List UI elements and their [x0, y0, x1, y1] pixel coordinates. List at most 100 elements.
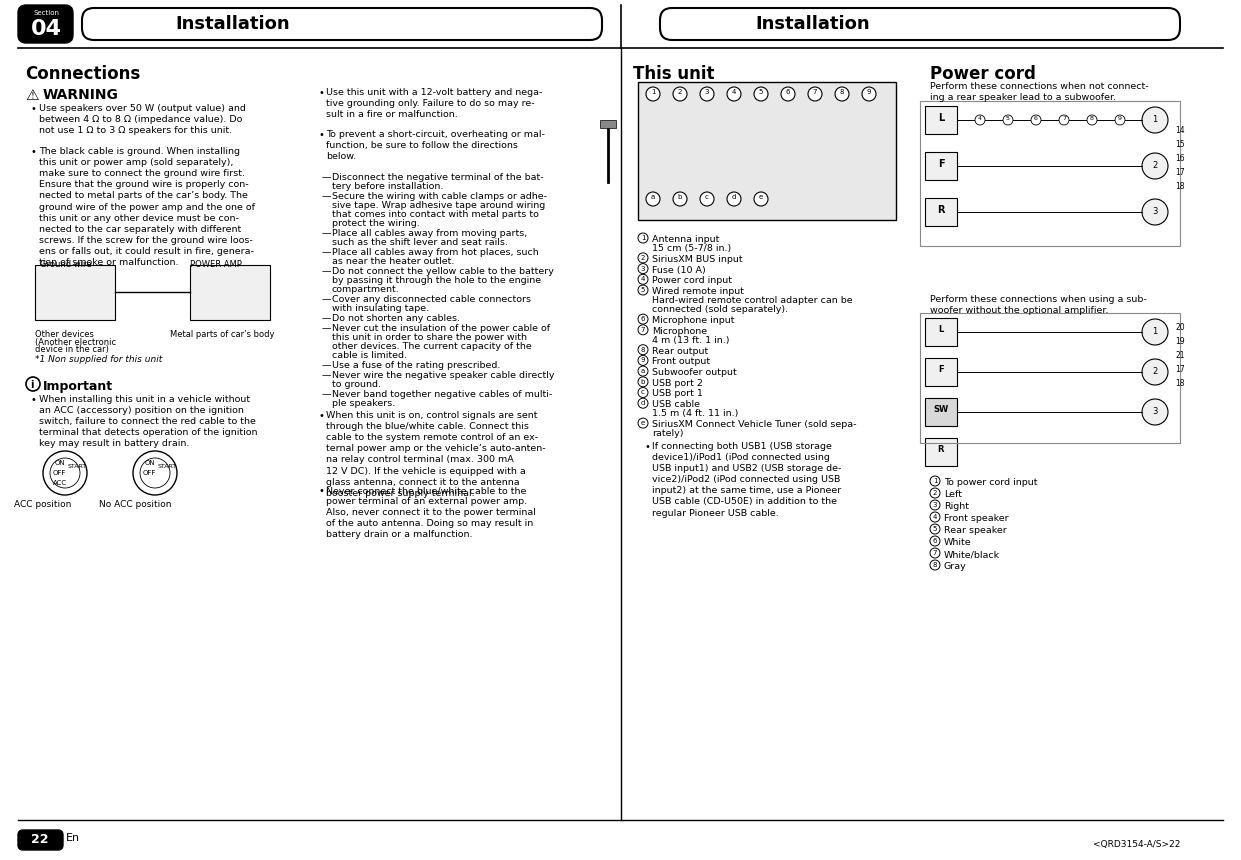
Text: —: —: [321, 229, 331, 238]
Text: Perform these connections when not connect-
ing a rear speaker lead to a subwoof: Perform these connections when not conne…: [930, 82, 1149, 102]
Text: R: R: [938, 445, 944, 454]
Text: *1 Non supplied for this unit: *1 Non supplied for this unit: [35, 355, 163, 364]
Text: 18: 18: [1175, 379, 1184, 388]
Text: 17: 17: [1175, 168, 1185, 177]
Text: L: L: [938, 325, 943, 334]
Text: 3: 3: [705, 89, 710, 95]
Text: 1: 1: [650, 89, 655, 95]
Text: Microphone: Microphone: [652, 327, 707, 335]
Text: <QRD3154-A/S>22: <QRD3154-A/S>22: [1092, 840, 1180, 849]
Circle shape: [647, 87, 660, 101]
Text: Hard-wired remote control adapter can be: Hard-wired remote control adapter can be: [652, 296, 853, 305]
Bar: [638, 82, 896, 220]
Text: 6: 6: [933, 538, 937, 544]
Text: The black cable is ground. When installing
this unit or power amp (sold separate: The black cable is ground. When installi…: [38, 147, 254, 267]
Text: 1: 1: [640, 235, 645, 241]
Circle shape: [727, 192, 741, 206]
Text: •: •: [318, 486, 324, 496]
Text: Never wire the negative speaker cable directly: Never wire the negative speaker cable di…: [333, 371, 555, 380]
Circle shape: [930, 548, 939, 558]
Text: 7: 7: [933, 550, 937, 556]
Text: this unit in order to share the power with: this unit in order to share the power wi…: [333, 333, 527, 342]
Text: 4: 4: [933, 514, 937, 520]
Text: b: b: [640, 378, 645, 384]
Text: 7: 7: [640, 327, 645, 333]
Bar: [920, 313, 1180, 443]
Text: Right: Right: [944, 502, 969, 511]
Text: When installing this unit in a vehicle without
an ACC (accessory) position on th: When installing this unit in a vehicle w…: [38, 395, 257, 448]
Text: ON: ON: [55, 460, 66, 466]
Circle shape: [638, 377, 648, 387]
Text: Power cord input: Power cord input: [652, 276, 732, 286]
Text: Do not connect the yellow cable to the battery: Do not connect the yellow cable to the b…: [333, 267, 553, 276]
Circle shape: [1142, 199, 1168, 225]
Text: 1: 1: [1153, 115, 1158, 124]
Bar: [925, 398, 957, 426]
Circle shape: [1087, 115, 1097, 125]
Text: b: b: [678, 194, 683, 200]
Text: 5: 5: [933, 526, 937, 532]
Circle shape: [638, 345, 648, 354]
Text: 8: 8: [933, 562, 937, 568]
Text: Rear speaker: Rear speaker: [944, 526, 1006, 535]
Circle shape: [638, 355, 648, 366]
Bar: [925, 106, 957, 134]
Text: —: —: [321, 173, 331, 182]
Text: such as the shift lever and seat rails.: such as the shift lever and seat rails.: [333, 238, 508, 247]
Text: USB cable: USB cable: [652, 400, 700, 409]
Text: Installation: Installation: [755, 15, 870, 33]
Text: Section: Section: [34, 10, 60, 16]
Text: 21: 21: [1175, 351, 1184, 360]
Text: •: •: [644, 442, 650, 452]
Text: Installation: Installation: [175, 15, 289, 33]
Circle shape: [1114, 115, 1126, 125]
Text: —: —: [321, 295, 331, 304]
Text: with insulating tape.: with insulating tape.: [333, 304, 429, 313]
Circle shape: [638, 366, 648, 376]
Circle shape: [638, 285, 648, 295]
Text: c: c: [705, 194, 709, 200]
Text: ⚠: ⚠: [25, 88, 38, 103]
Text: cable is limited.: cable is limited.: [333, 351, 407, 360]
Text: —: —: [321, 390, 331, 399]
Text: 4: 4: [732, 89, 736, 95]
Text: Never cut the insulation of the power cable of: Never cut the insulation of the power ca…: [333, 324, 550, 333]
Bar: [599, 120, 616, 128]
Text: Use this unit with a 12-volt battery and nega-
tive grounding only. Failure to d: Use this unit with a 12-volt battery and…: [326, 88, 542, 120]
Text: START: START: [158, 464, 177, 469]
Text: 04: 04: [31, 19, 62, 39]
Text: 6: 6: [1034, 116, 1037, 121]
Text: L: L: [938, 113, 944, 123]
Circle shape: [638, 233, 648, 243]
Bar: [925, 438, 957, 466]
Text: 22: 22: [31, 833, 48, 846]
Text: (Another electronic: (Another electronic: [35, 338, 117, 347]
Circle shape: [1031, 115, 1041, 125]
Text: protect the wiring.: protect the wiring.: [333, 219, 419, 228]
Circle shape: [930, 488, 939, 498]
Text: e: e: [759, 194, 763, 200]
Text: 16: 16: [1175, 154, 1185, 163]
Circle shape: [975, 115, 985, 125]
Text: WARNING: WARNING: [43, 88, 119, 102]
Circle shape: [638, 314, 648, 324]
Text: d: d: [640, 400, 645, 406]
Circle shape: [1142, 359, 1168, 385]
Text: SiriusXM Connect Vehicle Tuner (sold sepa-: SiriusXM Connect Vehicle Tuner (sold sep…: [652, 420, 856, 429]
Circle shape: [930, 524, 939, 534]
Text: 3: 3: [1153, 207, 1158, 216]
Circle shape: [638, 418, 648, 428]
Text: Never band together negative cables of multi-: Never band together negative cables of m…: [333, 390, 552, 399]
Text: Connections: Connections: [25, 65, 140, 83]
Text: R: R: [937, 205, 944, 215]
Text: d: d: [732, 194, 736, 200]
Text: 8: 8: [1090, 116, 1093, 121]
Text: ACC: ACC: [53, 480, 67, 486]
Circle shape: [1059, 115, 1069, 125]
Text: by passing it through the hole to the engine: by passing it through the hole to the en…: [333, 276, 541, 285]
Text: 4: 4: [640, 276, 645, 282]
Text: SW: SW: [933, 405, 948, 414]
Text: •: •: [31, 395, 37, 405]
FancyBboxPatch shape: [19, 830, 63, 850]
Text: Metal parts of car’s body: Metal parts of car’s body: [170, 330, 274, 339]
